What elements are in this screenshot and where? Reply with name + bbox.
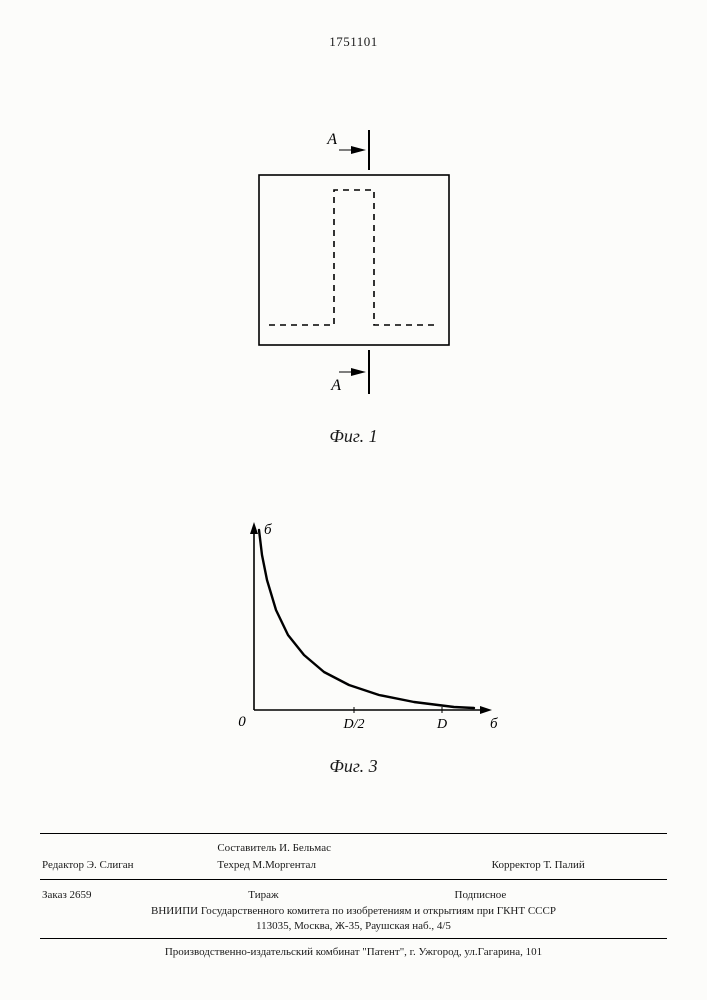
figure-1: АА Фиг. 1 bbox=[0, 120, 707, 447]
divider bbox=[40, 879, 667, 880]
svg-text:б: б bbox=[490, 716, 498, 732]
compiler-line: Составитель И. Бельмас bbox=[217, 841, 489, 856]
figure-3-svg: б 0 D/2 Dб bbox=[204, 510, 504, 750]
divider bbox=[40, 833, 667, 834]
podpis-label: Подписное bbox=[455, 888, 665, 903]
techred-line: Техред М.Моргентал bbox=[217, 858, 489, 873]
figure-1-caption: Фиг. 1 bbox=[0, 426, 707, 447]
vniipi-line-1: ВНИИПИ Государственного комитета по изоб… bbox=[40, 904, 667, 919]
editor-line: Редактор Э. Слиган bbox=[42, 858, 215, 873]
svg-text:0: 0 bbox=[238, 714, 246, 730]
combine-line: Производственно-издательский комбинат "П… bbox=[40, 945, 667, 960]
page: 1751101 АА Фиг. 1 б0D/2Dб Фиг. 3 Состави… bbox=[0, 0, 707, 1000]
patent-number: 1751101 bbox=[40, 34, 667, 50]
order-row: Заказ 2659 Тираж Подписное bbox=[40, 886, 667, 905]
vniipi-line-2: 113035, Москва, Ж-35, Раушская наб., 4/5 bbox=[40, 919, 667, 934]
svg-text:б: б bbox=[264, 522, 272, 538]
svg-text:D/2: D/2 bbox=[342, 717, 364, 732]
svg-text:D: D bbox=[435, 717, 446, 732]
footer: Составитель И. Бельмас Редактор Э. Слига… bbox=[40, 830, 667, 960]
order-number: Заказ 2659 bbox=[42, 888, 246, 903]
figure-1-svg: АА bbox=[219, 120, 489, 420]
corrector-line: Корректор Т. Палий bbox=[492, 858, 665, 873]
figure-3-caption: Фиг. 3 bbox=[0, 756, 707, 777]
svg-text:А: А bbox=[330, 377, 341, 394]
credits: Составитель И. Бельмас Редактор Э. Слига… bbox=[40, 839, 667, 875]
figure-3: б 0 D/2 Dб Фиг. 3 bbox=[0, 510, 707, 777]
tirazh-label: Тираж bbox=[248, 888, 452, 903]
divider bbox=[40, 938, 667, 939]
svg-text:А: А bbox=[326, 131, 337, 148]
